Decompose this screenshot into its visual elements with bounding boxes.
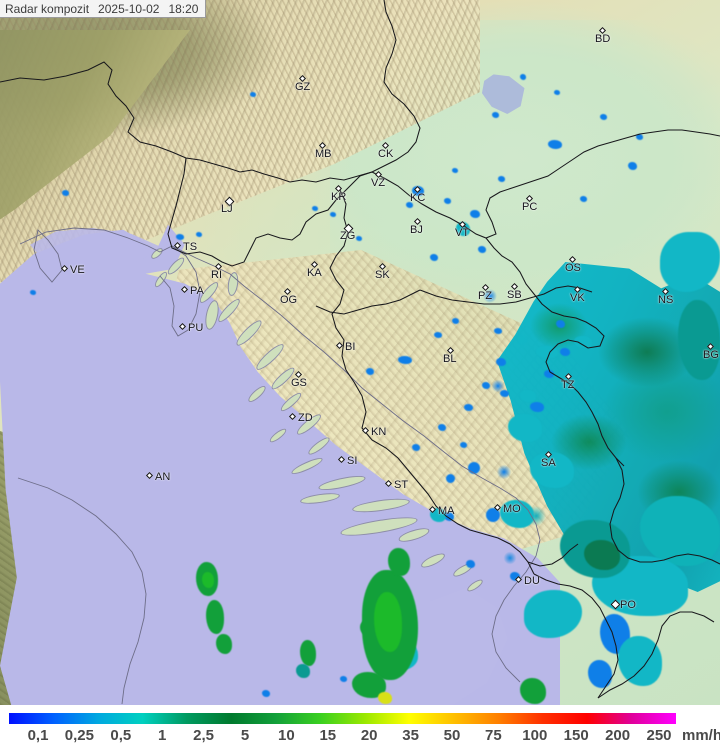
diamond-icon [493,503,502,512]
city-label: PZ [478,290,493,302]
city-label: KC [410,192,426,204]
city-label: ST [394,479,409,491]
city-label: TZ [561,379,575,391]
scale-tick-4: 2,5 [193,727,215,744]
scale-tick-8: 20 [360,727,378,744]
city-label: KN [371,426,387,438]
scale-tick-6: 10 [278,727,295,744]
city-label: LJ [221,203,233,215]
scale-tick-9: 35 [402,727,419,744]
scale-tick-0: 0,1 [27,727,49,744]
observation-date: 2025-10-02 [98,1,160,16]
city-label: MA [438,505,455,517]
diamond-icon [514,575,523,584]
city-label: BJ [410,224,423,236]
city-label: PA [190,285,204,297]
scale-unit-label: mm/h [682,727,720,744]
city-label: VK [570,292,585,304]
city-label: VT [455,227,470,239]
scale-tick-10: 50 [443,727,461,744]
scale-tick-13: 150 [563,727,589,744]
scale-tick-12: 100 [522,727,548,744]
observation-time: 18:20 [168,1,199,16]
city-label: AN [155,471,171,483]
city-label: OS [565,262,581,274]
diamond-icon [60,264,69,273]
scale-tick-14: 200 [605,727,631,744]
city-label: OG [280,294,298,306]
diamond-icon [180,285,189,294]
city-label: MO [503,503,521,515]
city-label: TS [183,241,198,253]
color-scale-tick-labels: 0,1 0,25 0,5 1 2,5 5 10 15 20 35 50 75 100 150 200 250 m… [0,727,720,749]
city-label: CK [378,148,394,160]
scale-tick-7: 15 [319,727,337,744]
city-label: BD [595,33,611,45]
city-label: GS [291,377,307,389]
diamond-icon [288,412,297,421]
city-label: GZ [295,81,311,93]
precipitation-legend: 0,1 0,25 0,5 1 2,5 5 10 15 20 35 50 75 100 150 200 250 m… [0,705,720,751]
diamond-icon [145,471,154,480]
city-label: ZG [340,230,356,242]
diamond-icon [428,505,437,514]
scale-tick-5: 5 [240,727,250,744]
diamond-icon [178,322,187,331]
color-scale-bar [8,712,677,725]
city-label: PO [620,599,636,611]
scale-tick-3: 1 [158,727,167,744]
city-label: PC [522,201,538,213]
city-label: BI [345,341,356,353]
city-label: KR [331,191,347,203]
product-title: Radar kompozit [5,1,90,16]
city-label: NS [658,294,674,306]
diamond-icon [337,455,346,464]
radar-map[interactable]: BD GZ MB CK VZ KR KC PC LJ BJ ZG VT TS RI KA SK OS VE PA OG… [0,0,720,705]
city-label: SA [541,457,556,469]
title-bar: Radar kompozit 2025-10-02 18:20 [0,0,207,18]
city-label: BL [443,353,457,365]
city-label: SB [507,289,522,301]
city-label: VE [70,264,85,276]
city-label: KA [307,267,322,279]
city-label: DU [524,575,540,587]
city-label: VZ [371,177,386,189]
city-label: RI [211,269,222,281]
scale-tick-15: 250 [646,727,672,744]
scale-tick-11: 75 [485,727,502,744]
city-markers-layer: BD GZ MB CK VZ KR KC PC LJ BJ ZG VT TS RI KA SK OS VE PA OG… [60,26,719,611]
city-label: ZD [298,412,313,424]
diamond-icon [173,241,182,250]
city-label: SK [375,269,390,281]
city-label: MB [315,148,332,160]
diamond-icon [335,341,344,350]
diamond-icon [384,479,393,488]
city-label: BG [703,349,719,361]
diamond-icon [361,426,370,435]
diamond-icon [610,599,621,610]
city-label: SI [347,455,358,467]
scale-tick-2: 0,5 [110,727,132,744]
city-label: PU [188,322,204,334]
scale-tick-1: 0,25 [64,727,94,744]
